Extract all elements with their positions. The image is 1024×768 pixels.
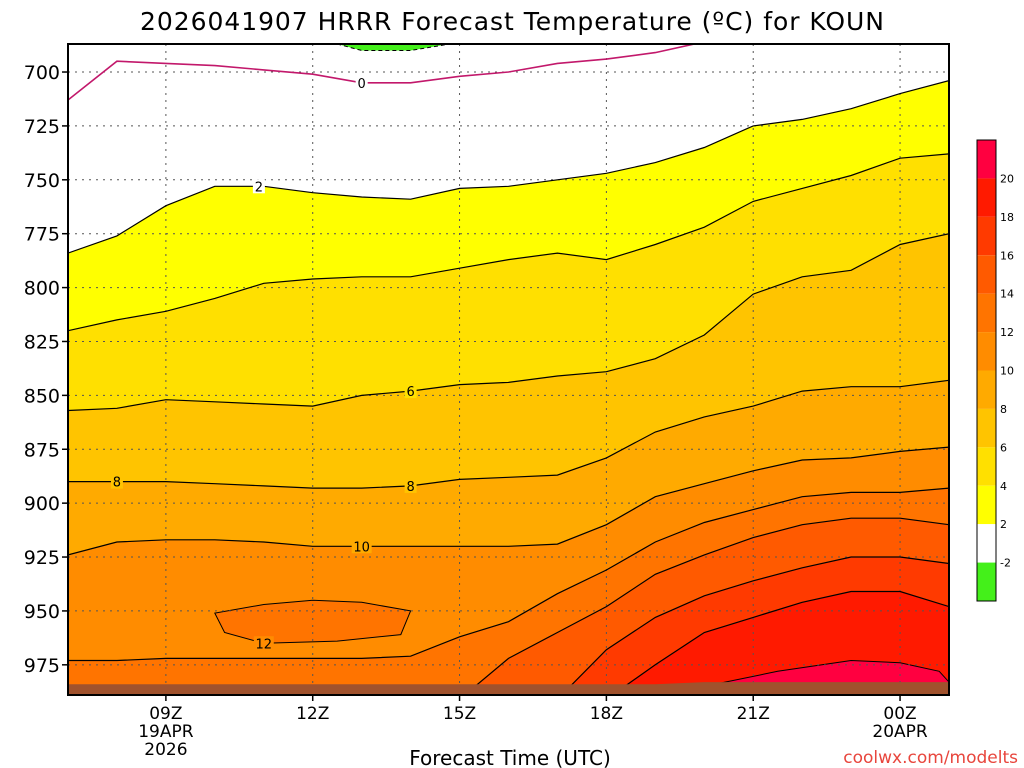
x-tick-label: 20APR	[872, 722, 928, 742]
contour-label-bg	[355, 75, 368, 90]
x-tick-label: 19APR	[138, 722, 194, 742]
colorbar-swatch	[977, 370, 996, 409]
colorbar-swatch	[977, 485, 996, 525]
chart-title: 2026041907 HRRR Forecast Temperature (ºC…	[140, 7, 884, 36]
contour-label: 0	[358, 77, 366, 92]
x-tick-label: 2026	[144, 740, 187, 760]
x-tick-label: 00Z	[883, 704, 916, 724]
y-tick-label: 975	[24, 655, 60, 677]
x-tick-label: 09Z	[149, 704, 182, 724]
colorbar-swatch	[977, 447, 996, 486]
colorbar-label: 16	[1000, 249, 1014, 262]
y-tick-label: 850	[24, 385, 60, 407]
isotherm-16	[560, 556, 949, 695]
closed-contour-12	[214, 599, 412, 644]
y-tick-label: 775	[24, 224, 60, 246]
contour-label-bg	[253, 636, 274, 651]
contour-label: 8	[113, 476, 121, 491]
isotherm-2	[68, 80, 949, 254]
isotherm-14	[463, 517, 949, 695]
contour-label: 12	[256, 637, 273, 652]
contour-label-bg	[404, 478, 417, 493]
contour-label-bg	[252, 179, 265, 194]
plot-area: 0 2 6 8 8 10 12	[68, 44, 949, 695]
watermark[interactable]: coolwx.com/modelts	[843, 748, 1018, 768]
ground-layer	[68, 682, 949, 695]
colorbar-label: 4	[1000, 480, 1007, 493]
colorbar-swatch	[977, 178, 996, 217]
isotherm-10	[68, 446, 949, 556]
x-tick-label: 21Z	[737, 704, 770, 724]
contour-label-bg	[404, 384, 417, 399]
contour-label: 2	[255, 180, 263, 195]
colorbar-swatch	[977, 562, 996, 601]
isotherm-8	[68, 379, 949, 489]
y-tick-label: 800	[24, 278, 60, 300]
y-tick-label: 750	[24, 170, 60, 192]
colorbar-swatch	[977, 216, 996, 256]
contour-label: 8	[406, 480, 414, 495]
isotherm-0	[68, 44, 699, 101]
contour-label-bg	[351, 539, 372, 554]
colorbar-label: 10	[1000, 365, 1014, 378]
y-tick-label: 900	[24, 493, 60, 515]
colorbar-label: 14	[1000, 288, 1014, 301]
y-tick-label: 725	[24, 116, 60, 138]
x-tick-label: 12Z	[296, 704, 329, 724]
colorbar-swatch	[977, 293, 996, 333]
y-tick-label: 825	[24, 331, 60, 353]
closed-contour--2	[337, 44, 450, 51]
contour-label: 10	[353, 540, 370, 555]
colorbar-swatch	[977, 332, 996, 371]
colorbar-swatch	[977, 408, 996, 448]
isotherm-12	[68, 487, 949, 662]
isotherm-6	[68, 233, 949, 412]
color-scale-legend: 20 18 16 14 12 10 8 6 4 2 -2	[976, 139, 1014, 602]
colorbar-label: 8	[1000, 403, 1007, 416]
isotherm-lines	[68, 44, 949, 695]
contour-label: 6	[406, 385, 414, 400]
colorbar-label: 20	[1000, 172, 1014, 185]
temperature-fills	[68, 44, 949, 695]
x-tick-label: 15Z	[443, 704, 476, 724]
contour-labels: 0 2 6 8 8 10 12	[110, 75, 417, 652]
colorbar-label: 12	[1000, 326, 1014, 339]
ground-surface	[68, 682, 949, 695]
colorbar-label: 6	[1000, 441, 1007, 454]
x-tick-label: 18Z	[590, 704, 623, 724]
y-axis: 700 725 750 775 800 825 850 875 900 925 950 975	[24, 62, 68, 677]
isotherm-18	[611, 590, 949, 695]
colorbar-swatch	[977, 524, 996, 563]
colorbar-label: 18	[1000, 211, 1014, 224]
contour-label-bg	[110, 474, 123, 489]
x-axis-label: Forecast Time (UTC)	[409, 746, 611, 768]
y-tick-label: 925	[24, 547, 60, 569]
colorbar-label: -2	[1000, 557, 1011, 570]
colorbar-label: 2	[1000, 518, 1007, 531]
colorbar-frame	[976, 139, 997, 602]
y-tick-label: 875	[24, 439, 60, 461]
isotherm-4	[68, 153, 949, 332]
y-tick-label: 950	[24, 601, 60, 623]
plot-frame	[67, 43, 950, 696]
colorbar-swatch	[977, 140, 996, 179]
y-tick-label: 700	[24, 62, 60, 84]
colorbar-swatch	[977, 255, 996, 294]
